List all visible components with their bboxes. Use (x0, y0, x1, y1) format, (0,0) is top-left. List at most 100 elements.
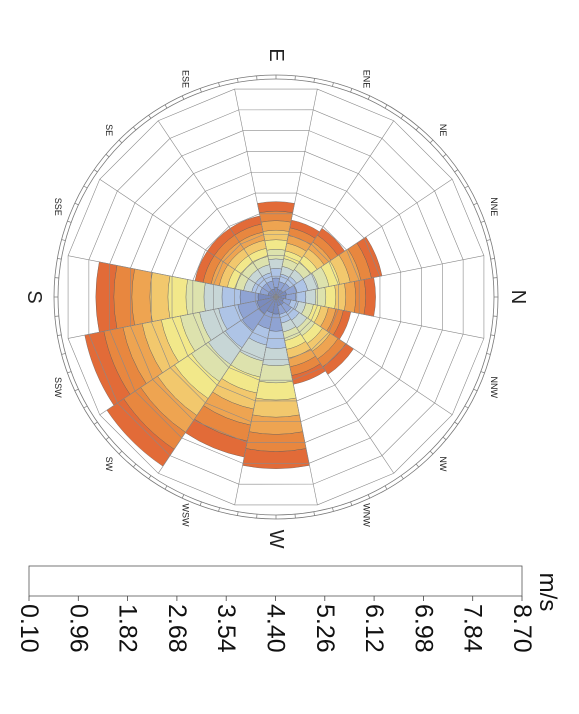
compass-tick (367, 95, 371, 100)
direction-label-e: E (265, 48, 287, 61)
compass-tick (400, 114, 404, 119)
sector-n-bin-6 (334, 283, 346, 311)
compass-tick (490, 334, 495, 336)
compass-tick (199, 501, 202, 506)
compass-tick (332, 507, 334, 512)
direction-label-wsw: WSW (181, 504, 191, 527)
compass-tick (181, 494, 185, 499)
direction-label-nw: NW (438, 456, 448, 471)
sector-n-bin-9 (363, 277, 376, 317)
compass-tick (83, 405, 88, 409)
sector-e-bin-5 (264, 239, 288, 251)
color-bar-label-2: 1.82 (114, 604, 142, 653)
compass-tick (415, 463, 419, 468)
compass-tick (93, 421, 98, 425)
sector-w-bin-9 (242, 448, 310, 469)
direction-label-nnw: NNW (489, 377, 499, 399)
color-bar-label-7: 6.12 (360, 604, 388, 653)
sector-n-bin-7 (344, 281, 356, 313)
compass-tick (93, 169, 98, 173)
compass-tick (57, 258, 62, 260)
compass-tick (442, 436, 447, 440)
compass-tick (400, 475, 404, 480)
color-bar-label-5: 4.40 (262, 604, 290, 653)
direction-label-ese: ESE (181, 70, 191, 88)
compass-tick (133, 126, 137, 131)
compass-tick (67, 220, 72, 223)
compass-tick (164, 485, 168, 490)
direction-label-nne: NNE (489, 197, 499, 216)
compass-tick (148, 475, 152, 480)
compass-tick (486, 353, 491, 355)
compass-tick (473, 388, 478, 392)
grid-spoke (234, 296, 277, 505)
direction-label-sse: SSE (53, 198, 63, 216)
grid-spoke (275, 296, 453, 415)
sector-n-bin-3 (305, 289, 317, 305)
sector-s-bin-5 (167, 275, 188, 319)
compass-tick (490, 258, 495, 260)
grid-spoke (275, 178, 453, 298)
grid-spoke (99, 296, 277, 416)
compass-tick (350, 501, 353, 506)
compass-tick (74, 388, 79, 392)
compass-tick (442, 154, 447, 158)
direction-label-s: S (23, 290, 45, 303)
color-bar (28, 565, 523, 597)
color-bar-label-3: 2.68 (163, 604, 191, 653)
sector-e-bin-8 (259, 211, 293, 223)
compass-tick (61, 353, 66, 355)
direction-label-wnw: WNW (361, 503, 371, 527)
grid-spoke (275, 296, 484, 339)
grid-spoke (99, 179, 277, 298)
compass-tick (473, 202, 478, 206)
compass-tick (83, 185, 88, 189)
color-bar-label-6: 5.26 (311, 604, 339, 653)
direction-label-sw: SW (104, 457, 114, 472)
compass-tick (454, 421, 459, 425)
sector-w-bin-3 (262, 347, 290, 366)
compass-tick (429, 450, 434, 455)
compass-tick (350, 88, 353, 93)
compass-tick (480, 220, 485, 223)
sector-n-bin-4 (314, 287, 326, 307)
direction-label-w: W (265, 530, 287, 549)
compass-tick (164, 104, 168, 109)
grid-spoke (275, 89, 318, 298)
compass-tick (105, 436, 110, 440)
color-bar-label-0: 0.10 (15, 604, 43, 653)
color-bar-label-9: 7.84 (459, 604, 487, 653)
compass-tick (237, 78, 239, 83)
compass-tick (464, 405, 469, 409)
sector-e-bin-6 (262, 230, 290, 242)
compass-tick (148, 114, 152, 119)
sector-e-bin-4 (266, 249, 286, 260)
direction-label-se: SE (104, 124, 114, 136)
sector-w-bin-5 (255, 381, 297, 401)
compass-tick (218, 82, 220, 87)
sector-s-bin-7 (131, 268, 153, 326)
compass-tick (133, 463, 137, 468)
grid-spoke (234, 89, 277, 298)
compass-tick (429, 139, 434, 144)
compass-tick (367, 494, 371, 499)
sector-n-bin-8 (353, 279, 366, 315)
compass-tick (74, 202, 79, 206)
compass-tick (384, 485, 388, 490)
direction-label-ene: ENE (361, 70, 371, 89)
grid-spoke (158, 296, 277, 474)
compass-tick (105, 154, 110, 158)
compass-tick (313, 511, 315, 516)
compass-tick (454, 169, 459, 173)
compass-tick (415, 126, 419, 131)
sector-e-bin-9 (257, 201, 295, 213)
sector-w-bin-7 (249, 414, 303, 435)
compass-tick (480, 371, 485, 374)
compass-tick (118, 139, 123, 144)
compass-tick (181, 95, 185, 100)
sector-s-bin-6 (149, 272, 171, 322)
sector-s-bin-4 (185, 279, 206, 315)
sector-n-bin-5 (324, 285, 336, 309)
color-bar-label-10: 8.70 (508, 604, 536, 653)
